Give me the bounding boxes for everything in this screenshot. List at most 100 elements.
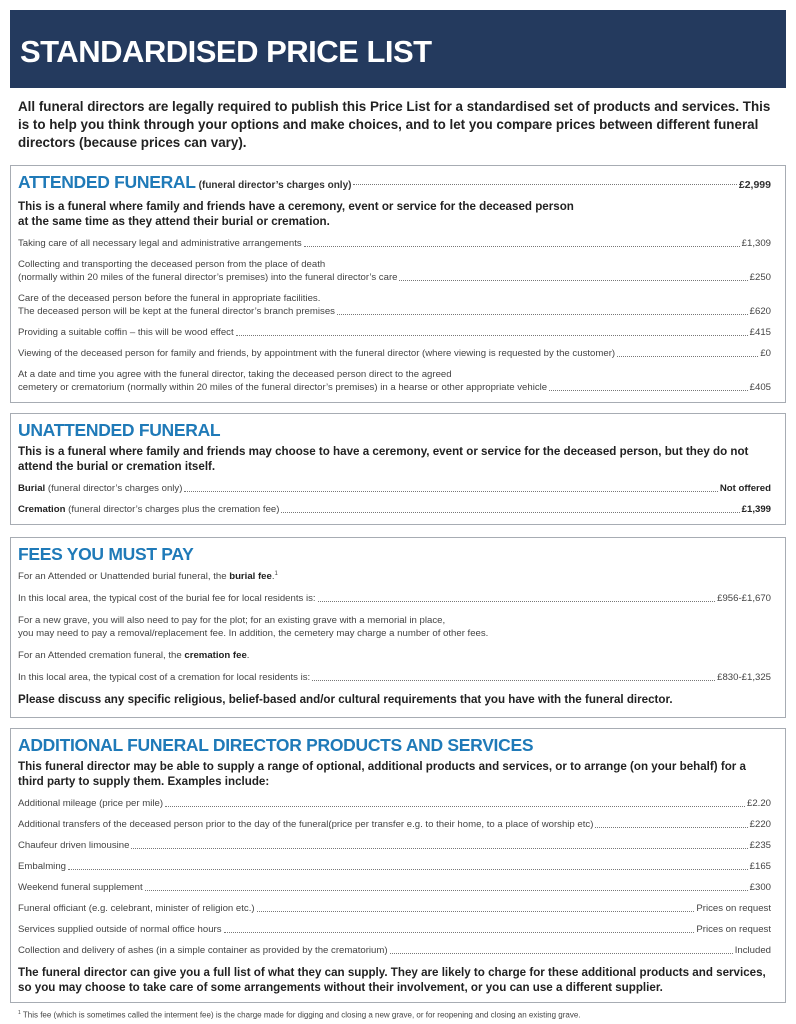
dot-leader xyxy=(223,932,695,933)
dot-leader xyxy=(336,314,748,315)
section-heading: ATTENDED FUNERAL xyxy=(18,172,196,192)
price-row: Chaufeur driven limousine £235 xyxy=(18,839,771,852)
dot-leader xyxy=(317,601,716,603)
row-price: £0 xyxy=(760,348,771,359)
price-row: Viewing of the deceased person for famil… xyxy=(18,347,771,360)
dot-leader xyxy=(235,335,748,336)
bold-text: burial fee xyxy=(229,571,272,583)
section-description: This funeral director may be able to sup… xyxy=(18,760,746,788)
row-price: Prices on request xyxy=(696,924,771,935)
price-row: Burial (funeral director’s charges only)… xyxy=(18,482,771,495)
text: . xyxy=(246,650,250,662)
row-price: £620 xyxy=(749,306,771,317)
unattended-funeral-section: UNATTENDED FUNERAL This is a funeral whe… xyxy=(10,413,786,525)
row-label: Chaufeur driven limousine xyxy=(18,840,130,851)
price-row: Additional mileage (price per mile) £2.20 xyxy=(18,797,771,810)
dot-leader xyxy=(399,280,748,281)
row-label: In this local area, the typical cost of … xyxy=(18,672,311,684)
price-row: Collecting and transporting the deceased… xyxy=(18,258,771,284)
closing-note: Please discuss any specific religious, b… xyxy=(18,693,673,707)
row-price: £165 xyxy=(749,861,771,872)
attended-title-row: ATTENDED FUNERAL (funeral director’s cha… xyxy=(18,172,771,193)
price-row: Additional transfers of the deceased per… xyxy=(18,818,771,831)
row-price: £220 xyxy=(749,819,771,830)
row-label: In this local area, the typical cost of … xyxy=(18,593,316,605)
text: (funeral director’s charges plus the cre… xyxy=(65,504,280,515)
row-label: Services supplied outside of normal offi… xyxy=(18,924,222,935)
additional-services-section: ADDITIONAL FUNERAL DIRECTOR PRODUCTS AND… xyxy=(10,728,786,1003)
text: . xyxy=(271,571,275,583)
footnote-text: This fee (which is sometimes called the … xyxy=(20,1010,581,1020)
price-row: Collection and delivery of ashes (in a s… xyxy=(18,944,771,957)
dot-leader xyxy=(256,911,695,912)
row-label: Care of the deceased person before the f… xyxy=(18,293,335,317)
section-heading: FEES YOU MUST PAY xyxy=(18,544,194,564)
row-label: Collection and delivery of ashes (in a s… xyxy=(18,945,388,956)
row-price: Prices on request xyxy=(696,903,771,914)
dot-leader xyxy=(312,680,716,682)
fees-section: FEES YOU MUST PAY For an Attended or Una… xyxy=(10,537,786,718)
row-price: £415 xyxy=(749,327,771,338)
row-price: £956-£1,670 xyxy=(717,593,771,605)
row-label: Taking care of all necessary legal and a… xyxy=(18,238,302,249)
row-price: £1,399 xyxy=(741,504,771,515)
page-title: STANDARDISED PRICE LIST xyxy=(10,10,786,88)
price-row: Funeral officiant (e.g. celebrant, minis… xyxy=(18,902,771,915)
row-price: Not offered xyxy=(719,483,771,494)
grave-note: For a new grave, you will also need to p… xyxy=(18,615,489,640)
price-items: Burial (funeral director’s charges only)… xyxy=(18,482,771,516)
price-row: Services supplied outside of normal offi… xyxy=(18,923,771,936)
row-price: £235 xyxy=(749,840,771,851)
footnote-ref: 1 xyxy=(274,571,278,577)
text: For an Attended or Unattended burial fun… xyxy=(18,571,230,583)
row-label: Collecting and transporting the deceased… xyxy=(18,259,398,283)
row-label: Burial (funeral director’s charges only) xyxy=(18,482,182,495)
price-row: At a date and time you agree with the fu… xyxy=(18,368,771,394)
row-price: Included xyxy=(734,945,771,956)
row-label: Additional mileage (price per mile) xyxy=(18,798,164,809)
row-label: At a date and time you agree with the fu… xyxy=(18,369,548,393)
price-items: Taking care of all necessary legal and a… xyxy=(18,237,771,394)
row-label: Additional transfers of the deceased per… xyxy=(18,819,594,830)
dot-leader xyxy=(353,184,737,185)
price-row: Cremation (funeral director’s charges pl… xyxy=(18,503,771,516)
section-description: This is a funeral where family and frien… xyxy=(18,200,574,228)
dot-leader xyxy=(389,953,733,954)
bold-text: Cremation xyxy=(18,504,66,515)
row-price: £250 xyxy=(749,272,771,283)
price-row: Care of the deceased person before the f… xyxy=(18,292,771,318)
dot-leader xyxy=(68,869,748,870)
row-price: £1,309 xyxy=(741,238,771,249)
section-heading: UNATTENDED FUNERAL xyxy=(18,420,221,440)
cremation-fee-intro: For an Attended cremation funeral, the c… xyxy=(18,649,771,662)
bold-text: cremation fee xyxy=(184,650,247,662)
row-price: £300 xyxy=(749,882,771,893)
closing-note: The funeral director can give you a full… xyxy=(18,966,766,994)
price-row: Embalming £165 xyxy=(18,860,771,873)
price-row: Providing a suitable coffin – this will … xyxy=(18,326,771,339)
row-label: Cremation (funeral director’s charges pl… xyxy=(18,503,279,516)
price-items: Additional mileage (price per mile) £2.20… xyxy=(18,797,771,957)
dot-leader xyxy=(131,848,748,849)
dot-leader xyxy=(165,806,745,807)
section-subtitle: (funeral director’s charges only) xyxy=(198,180,352,191)
burial-fee-intro: For an Attended or Unattended burial fun… xyxy=(18,568,771,583)
text: (funeral director’s charges only) xyxy=(45,483,183,494)
dot-leader xyxy=(617,356,759,357)
attended-funeral-section: ATTENDED FUNERAL (funeral director’s cha… xyxy=(10,165,786,403)
row-label: Providing a suitable coffin – this will … xyxy=(18,327,234,338)
price-row: In this local area, the typical cost of … xyxy=(18,592,771,605)
intro-text: All funeral directors are legally requir… xyxy=(18,99,771,150)
dot-leader xyxy=(595,827,748,828)
row-label: Viewing of the deceased person for famil… xyxy=(18,348,616,359)
price-row: In this local area, the typical cost of … xyxy=(18,671,771,684)
dot-leader xyxy=(549,390,748,391)
section-description: This is a funeral where family and frien… xyxy=(18,445,749,473)
dot-leader xyxy=(281,512,740,513)
row-price: £2.20 xyxy=(746,798,771,809)
row-label: Weekend funeral supplement xyxy=(18,882,143,893)
row-price: £830-£1,325 xyxy=(717,672,771,684)
price-row: Taking care of all necessary legal and a… xyxy=(18,237,771,250)
row-label: Funeral officiant (e.g. celebrant, minis… xyxy=(18,903,255,914)
dot-leader xyxy=(184,491,718,492)
